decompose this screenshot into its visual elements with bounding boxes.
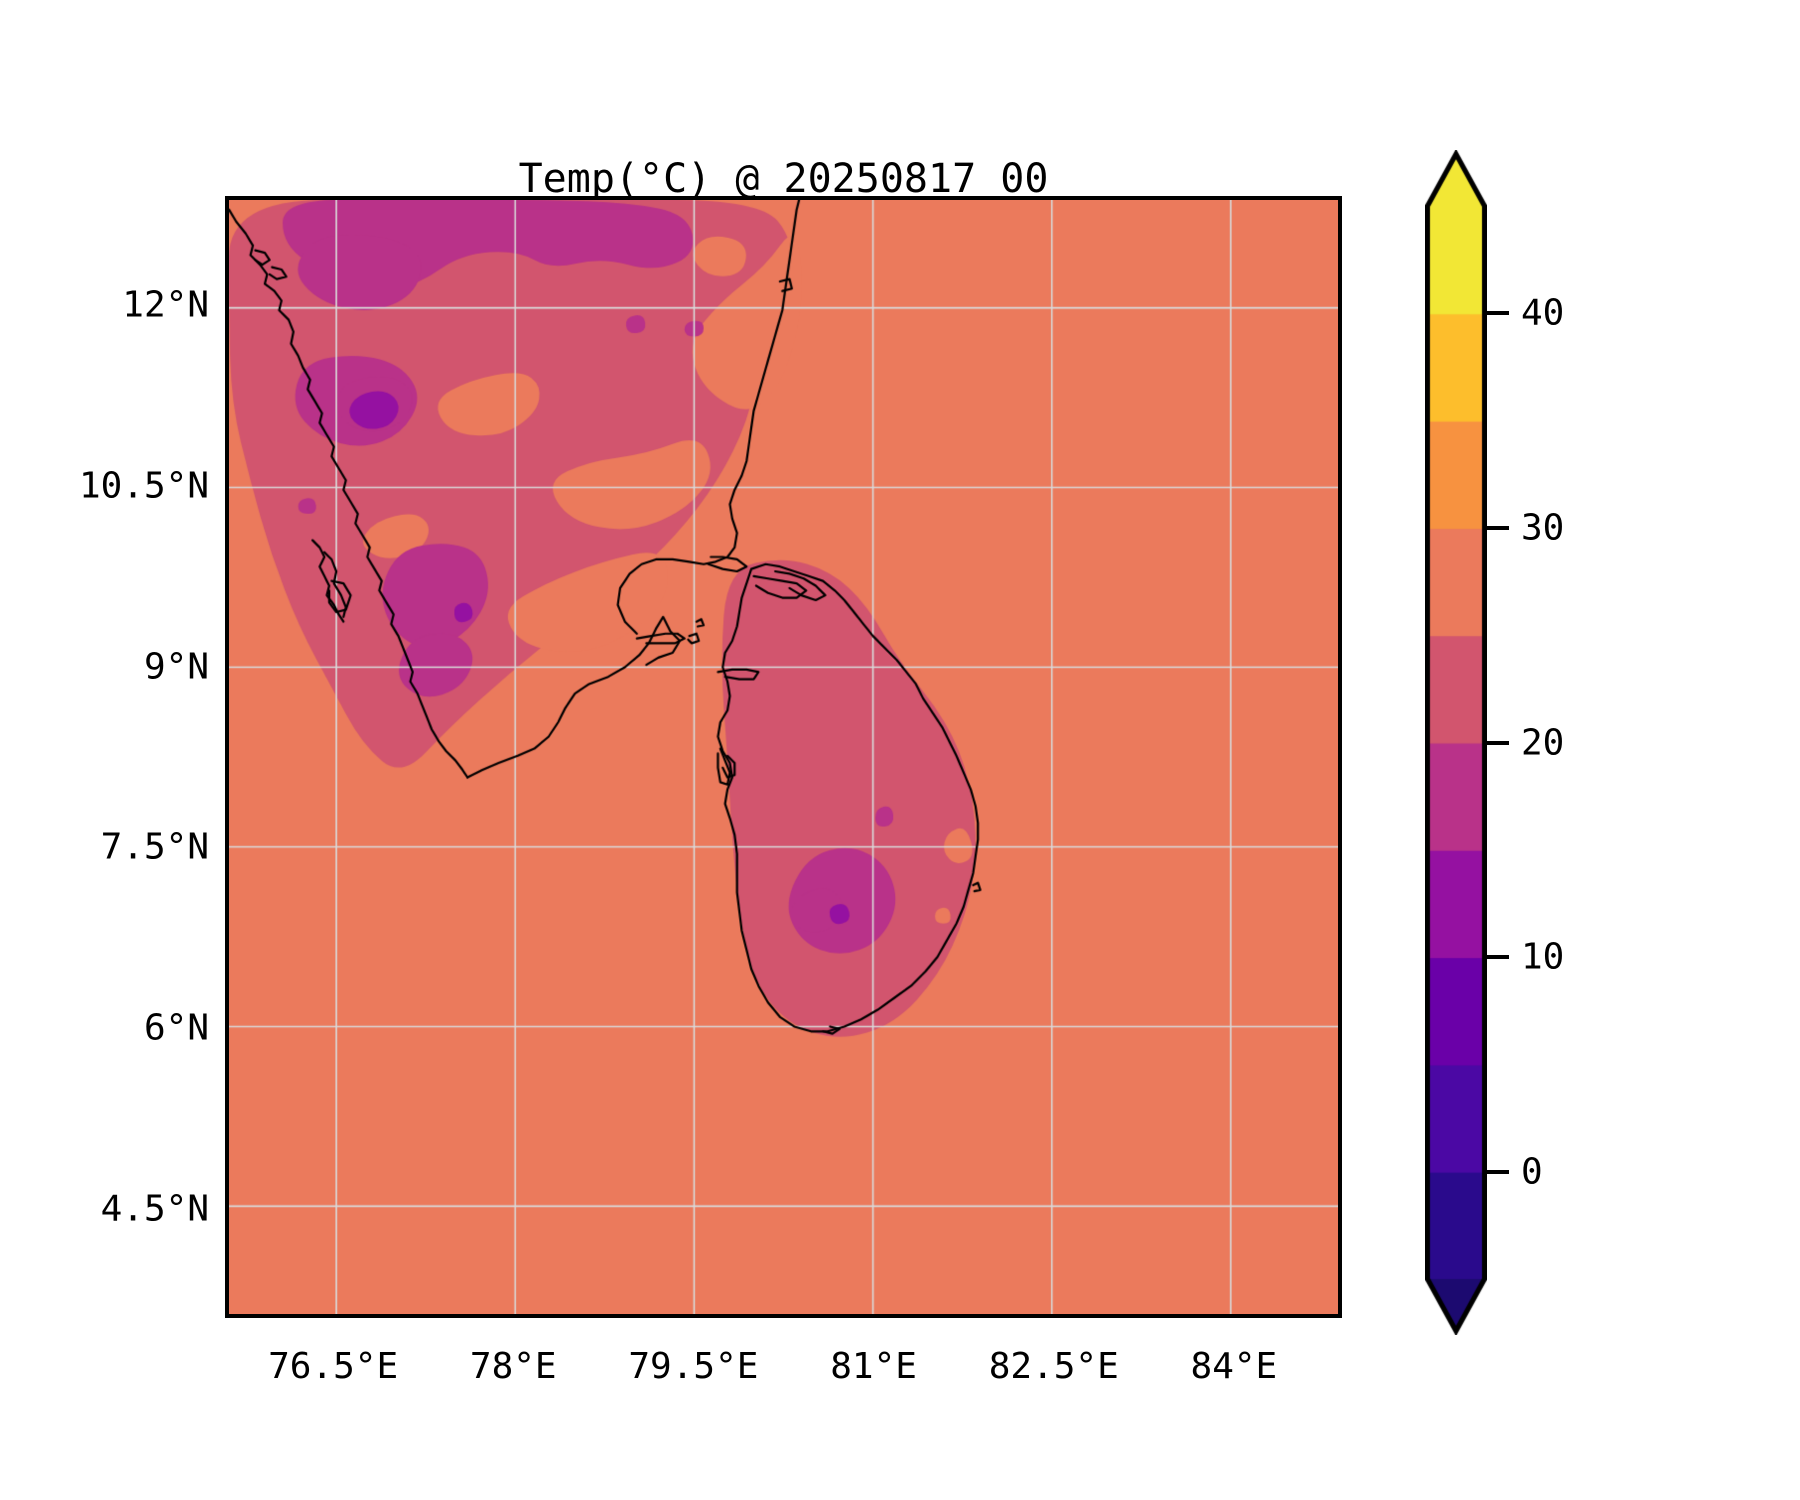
longitude-tick-78°E: 78°E: [469, 1346, 557, 1387]
latitude-tick-9°N: 9°N: [143, 646, 209, 688]
longitude-tick-82.5°E: 82.5°E: [988, 1346, 1119, 1387]
latitude-tick-10.5°N: 10.5°N: [78, 465, 209, 507]
latitude-tick-12°N: 12°N: [122, 284, 209, 326]
latitude-tick-7.5°N: 7.5°N: [100, 826, 209, 868]
longitude-tick-84°E: 84°E: [1190, 1346, 1278, 1387]
temperature-contour-map: [229, 200, 1338, 1314]
colorbar-tick-label-20: 20: [1521, 722, 1565, 763]
colorbar[interactable]: [1425, 150, 1487, 1335]
longitude-tick-76.5°E: 76.5°E: [268, 1346, 399, 1387]
colorbar-tick-mark-20: [1487, 740, 1509, 745]
title-line-variable: Temp(°C) @ 20250817_00: [518, 156, 1049, 203]
longitude-tick-81°E: 81°E: [830, 1346, 917, 1387]
map-plot-area[interactable]: [225, 196, 1342, 1318]
colorbar-tick-label-30: 30: [1521, 507, 1565, 549]
colorbar-tick-mark-30: [1487, 525, 1509, 530]
colorbar-gradient: [1425, 150, 1487, 1335]
colorbar-tick-mark-0: [1487, 1169, 1509, 1174]
longitude-tick-79.5°E: 79.5°E: [628, 1346, 759, 1387]
colorbar-tick-mark-10: [1487, 955, 1509, 960]
latitude-tick-4.5°N: 4.5°N: [100, 1188, 209, 1230]
colorbar-tick-mark-40: [1487, 311, 1509, 316]
colorbar-tick-label-0: 0: [1521, 1151, 1543, 1193]
colorbar-tick-label-40: 40: [1521, 292, 1565, 334]
latitude-tick-6°N: 6°N: [143, 1007, 209, 1049]
colorbar-tick-label-10: 10: [1521, 936, 1565, 978]
